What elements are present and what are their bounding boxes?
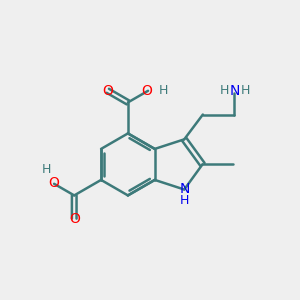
Text: N: N [230, 84, 240, 98]
Text: H: H [42, 163, 51, 176]
Text: O: O [49, 176, 59, 190]
Text: H: H [220, 84, 230, 97]
Text: O: O [69, 212, 80, 226]
Text: O: O [102, 84, 113, 98]
Text: N: N [180, 182, 190, 197]
Text: H: H [241, 84, 250, 97]
Text: H: H [159, 84, 168, 97]
Text: O: O [141, 84, 152, 98]
Text: H: H [180, 194, 190, 207]
